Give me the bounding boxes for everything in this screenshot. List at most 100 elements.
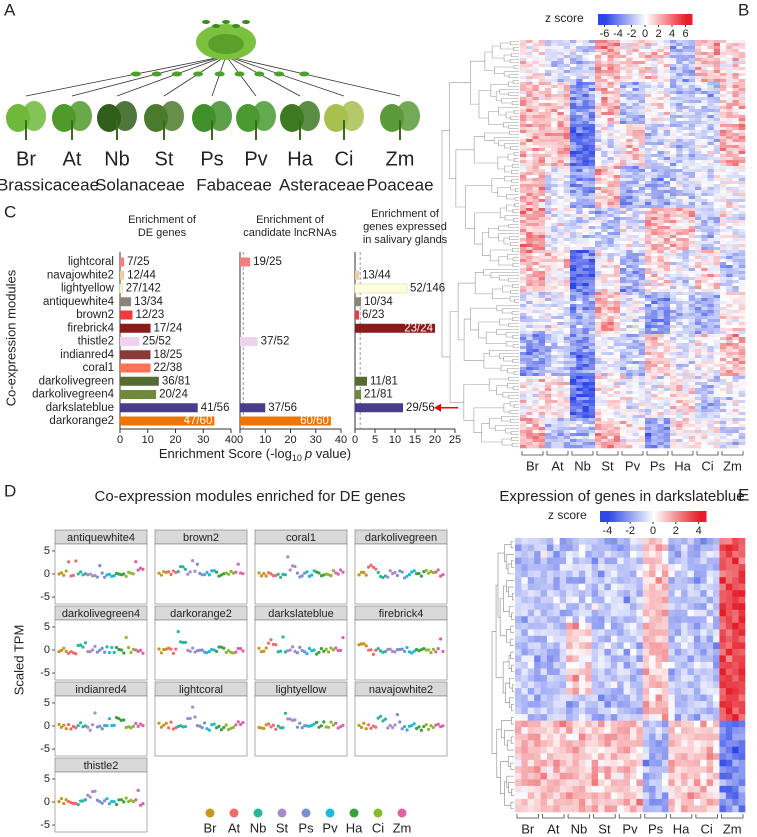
heatmap-cell — [663, 412, 671, 416]
heatmap-cell — [676, 403, 683, 407]
heatmap-cell — [663, 223, 671, 227]
heatmap-cell — [688, 163, 696, 167]
heatmap-cell — [651, 400, 658, 404]
heatmap-cell — [670, 43, 677, 47]
heatmap-cell — [657, 178, 665, 182]
heatmap-cell — [682, 418, 690, 422]
heatmap-cell — [607, 247, 615, 251]
heatmap-cell — [626, 247, 633, 251]
heatmap-cell — [607, 55, 615, 59]
heatmap-cell — [551, 130, 558, 134]
heatmap-cell — [632, 337, 640, 341]
heatmap-cell — [526, 385, 533, 389]
heatmap-cell — [638, 310, 646, 314]
heatmap-cell — [713, 193, 721, 197]
heatmap-cell — [720, 373, 727, 377]
heatmap-cell — [532, 337, 540, 341]
heatmap-cell — [663, 112, 671, 116]
heatmap-cell — [645, 61, 652, 65]
heatmap-cell — [626, 259, 633, 263]
heatmap-cell — [582, 205, 590, 209]
heatmap-cell — [707, 43, 715, 47]
heatmap-cell — [582, 283, 590, 287]
plant-leaf — [160, 101, 184, 131]
heatmap-cell — [538, 133, 546, 137]
heatmap-cell — [720, 439, 727, 443]
heatmap-cell — [688, 52, 696, 56]
heatmap-cell — [551, 244, 558, 248]
heatmap-cell — [638, 229, 646, 233]
heatmap-cell — [570, 379, 577, 383]
heatmap-cell — [707, 310, 715, 314]
heatmap-cell — [588, 319, 596, 323]
heatmap-cell — [557, 55, 565, 59]
heatmap-cell — [526, 391, 533, 395]
heatmap-cell — [707, 49, 715, 53]
heatmap-cell — [670, 328, 677, 332]
heatmap-cell — [670, 49, 677, 53]
heatmap-cell — [645, 49, 652, 53]
heatmap-cell — [732, 67, 740, 71]
heatmap-cell — [676, 157, 683, 161]
heatmap-cell — [720, 121, 727, 125]
heatmap-cell — [526, 349, 533, 353]
heatmap-cell — [688, 133, 696, 137]
plant-icon — [324, 101, 364, 140]
dendrogram — [510, 53, 519, 57]
heatmap-cell — [695, 145, 702, 149]
heatmap-cell — [707, 115, 715, 119]
heatmap-cell — [732, 181, 740, 185]
heatmap-cell — [713, 310, 721, 314]
heatmap-cell — [588, 337, 596, 341]
heatmap-cell — [582, 256, 590, 260]
heatmap-cell — [576, 199, 583, 203]
heatmap-cell — [538, 442, 546, 446]
heatmap-cell — [657, 79, 665, 83]
heatmap-cell — [682, 394, 690, 398]
heatmap-cell — [732, 355, 740, 359]
heatmap-cell — [670, 244, 677, 248]
heatmap-cell — [670, 193, 677, 197]
heatmap-cell — [582, 148, 590, 152]
heatmap-cell — [582, 268, 590, 272]
heatmap-cell — [651, 373, 658, 377]
heatmap-cell — [595, 82, 602, 86]
heatmap-cell — [695, 415, 702, 419]
heatmap-cell — [551, 367, 558, 371]
heatmap-cell — [688, 148, 696, 152]
heatmap-cell — [607, 76, 615, 80]
heatmap-cell — [545, 319, 552, 323]
heatmap-cell — [563, 187, 571, 191]
heatmap-cell — [682, 82, 690, 86]
heatmap-cell — [538, 157, 546, 161]
heatmap-cell — [701, 400, 708, 404]
heatmap-cell — [563, 229, 571, 233]
heatmap-cell — [720, 190, 727, 194]
heatmap-cell — [720, 112, 727, 116]
heatmap-cell — [720, 166, 727, 170]
heatmap-cell — [732, 385, 740, 389]
heatmap-cell — [520, 367, 527, 371]
heatmap-cell — [582, 370, 590, 374]
heatmap-cell — [526, 103, 533, 107]
heatmap-cell — [626, 340, 633, 344]
heatmap-cell — [663, 292, 671, 296]
heatmap-cell — [626, 142, 633, 146]
heatmap-cell — [563, 46, 571, 50]
heatmap-cell — [626, 370, 633, 374]
heatmap-cell — [726, 271, 733, 275]
heatmap-cell — [582, 232, 590, 236]
heatmap-cell — [663, 103, 671, 107]
heatmap-cell — [638, 151, 646, 155]
heatmap-cell — [620, 367, 627, 371]
heatmap-cell — [551, 328, 558, 332]
heatmap-cell — [638, 352, 646, 356]
heatmap-cell — [626, 415, 633, 419]
heatmap-cell — [676, 358, 683, 362]
heatmap-cell — [695, 412, 702, 416]
heatmap-cell — [732, 376, 740, 380]
heatmap-cell — [632, 70, 640, 74]
heatmap-cell — [607, 295, 615, 299]
heatmap-cell — [638, 382, 646, 386]
heatmap-cell — [620, 259, 627, 263]
